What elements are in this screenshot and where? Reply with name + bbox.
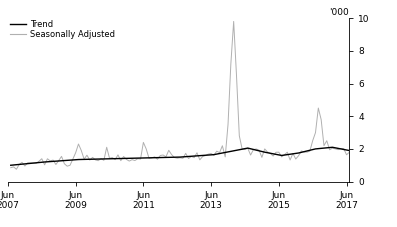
Legend: Trend, Seasonally Adjusted: Trend, Seasonally Adjusted [10,20,116,39]
Text: '000: '000 [330,7,349,17]
